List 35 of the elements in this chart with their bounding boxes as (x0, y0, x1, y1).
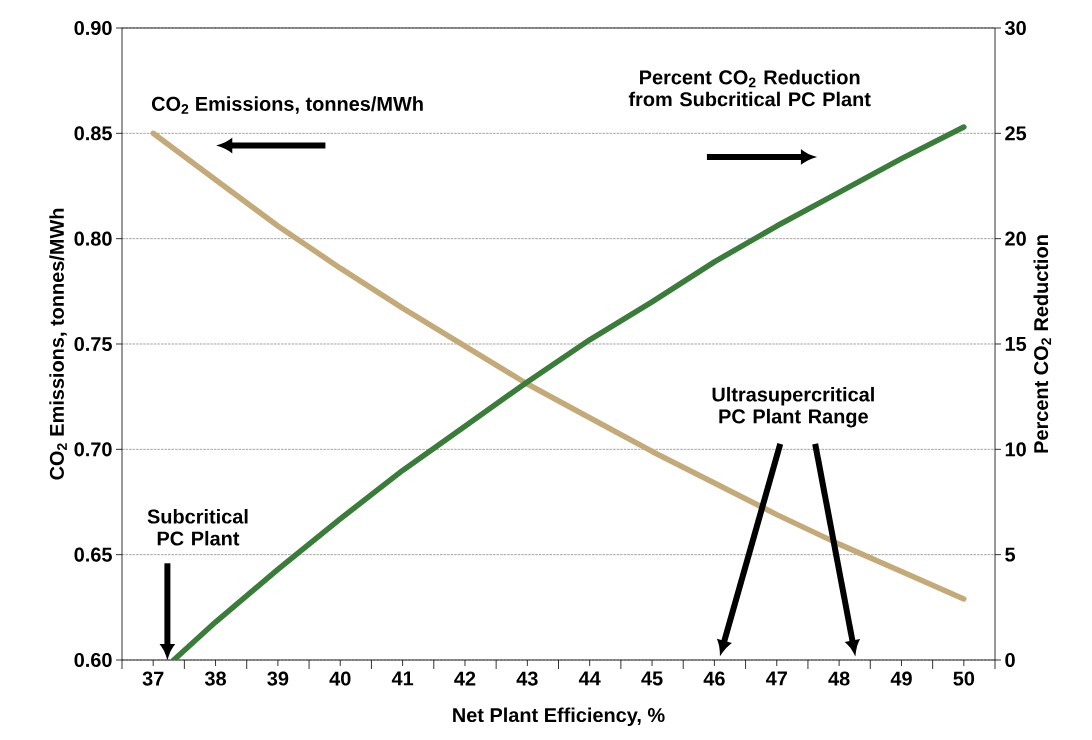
x-tick-label: 46 (703, 671, 725, 686)
y-tick-label: 0.70 (74, 442, 112, 457)
x-tick-label: 41 (391, 671, 414, 686)
annotation: CO$_{2}$ Emissions, tonnes/MWh (151, 96, 423, 114)
x-tick-label: 45 (641, 671, 663, 686)
y-tick-label: 0.80 (74, 231, 112, 246)
y2-tick-label: 10 (1005, 442, 1026, 457)
x-tick-label: 40 (329, 671, 351, 686)
x-tick-label: 44 (578, 671, 601, 686)
y2-axis-title: Percent CO$_{2}$ Reduction (1033, 235, 1052, 453)
y-tick-label: 0.85 (74, 126, 112, 141)
y-tick-label: 0.65 (74, 547, 112, 562)
x-tick-label: 43 (516, 671, 538, 686)
annotation: Ultrasupercritical PC Plant Range (712, 386, 874, 428)
x-tick-label: 47 (765, 671, 787, 686)
y2-tick-label: 15 (1005, 337, 1027, 351)
x-tick-label: 48 (828, 671, 850, 686)
annotation: Percent CO$_{2}$ Reduction from Subcritical PC Plant (628, 69, 871, 107)
x-axis-title: Net Plant Efficiency, % (453, 707, 665, 727)
x-tick-label: 38 (204, 671, 226, 686)
x-tick-label: 50 (953, 671, 975, 686)
y2-tick-label: 25 (1005, 126, 1027, 141)
y2-tick-label: 30 (1004, 20, 1026, 36)
x-tick-label: 37 (142, 671, 164, 686)
y2-tick-label: 5 (1005, 547, 1016, 562)
y-axis-title: CO$_{2}$ Emissions, tonnes/MWh (49, 208, 67, 480)
y-tick-label: 0.75 (74, 336, 112, 352)
annotation: Subcritical PC Plant (147, 509, 248, 546)
y2-tick-label: 0 (1005, 652, 1015, 668)
y2-tick-label: 20 (1005, 231, 1026, 246)
y-tick-label: 0.60 (74, 652, 112, 668)
x-tick-label: 49 (890, 671, 912, 686)
x-tick-label: 39 (267, 671, 289, 686)
x-tick-label: 42 (454, 671, 476, 686)
y-tick-label: 0.90 (74, 20, 112, 36)
